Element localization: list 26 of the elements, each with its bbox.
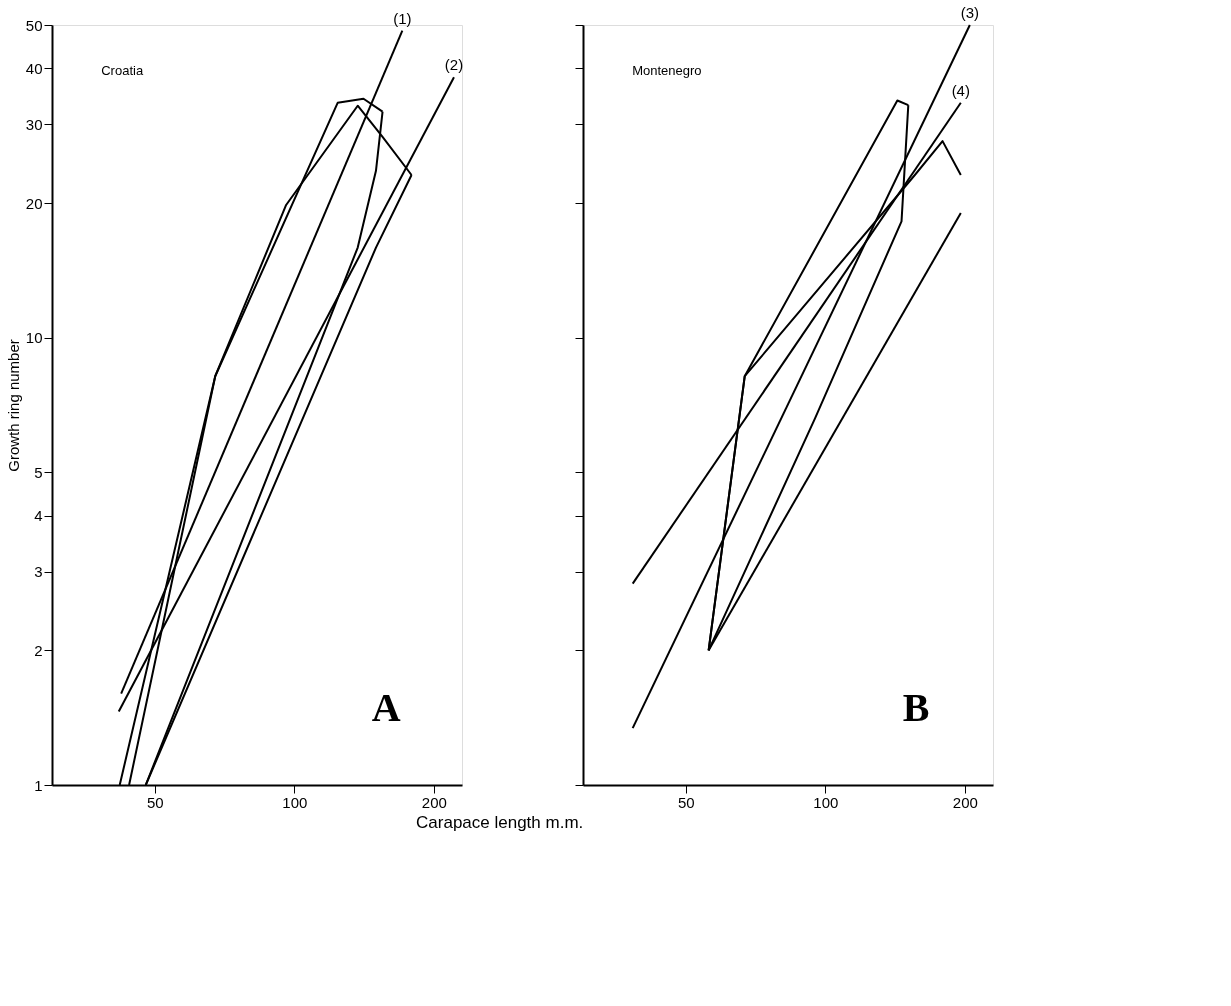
annotation: A [371, 685, 401, 730]
x-axis-title: Carapace length m.m. [416, 812, 584, 832]
series-label: (1) [393, 9, 412, 27]
x-tick-label: 50 [677, 793, 695, 811]
x-tick-label: 100 [282, 793, 308, 811]
annotation: Croatia [101, 62, 144, 78]
x-tick-label: 100 [813, 793, 839, 811]
x-tick-label: 200 [952, 793, 978, 811]
y-axis-title: Growth ring number [4, 339, 22, 472]
x-tick-label: 200 [421, 793, 447, 811]
series-label: (2) [444, 56, 464, 74]
y-tick-label: 50 [25, 16, 43, 34]
series-label: (4) [951, 81, 970, 99]
y-tick-label: 3 [34, 563, 43, 581]
annotation: B [902, 685, 930, 730]
y-tick-label: 4 [34, 507, 43, 525]
y-tick-label: 5 [34, 463, 43, 481]
y-tick-label: 2 [34, 641, 43, 659]
y-tick-label: 10 [25, 329, 43, 347]
annotation: Montenegro [632, 62, 702, 78]
y-tick-label: 40 [25, 59, 43, 77]
series-label: (3) [960, 4, 980, 21]
y-tick-label: 20 [25, 194, 43, 212]
y-tick-label: 1 [34, 776, 43, 794]
y-tick-label: 30 [25, 115, 43, 133]
x-tick-label: 50 [146, 793, 164, 811]
